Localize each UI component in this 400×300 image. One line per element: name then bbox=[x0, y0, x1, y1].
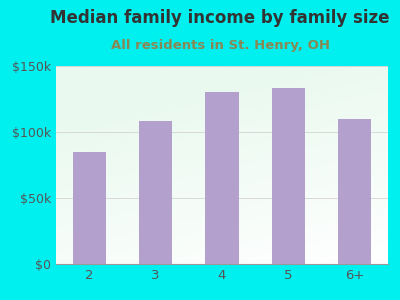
Bar bbox=[73, 152, 106, 264]
Text: Median family income by family size: Median family income by family size bbox=[50, 9, 390, 27]
Bar bbox=[206, 92, 238, 264]
Bar bbox=[139, 122, 172, 264]
Bar bbox=[272, 88, 305, 264]
Text: All residents in St. Henry, OH: All residents in St. Henry, OH bbox=[110, 39, 330, 52]
Bar bbox=[338, 119, 372, 264]
